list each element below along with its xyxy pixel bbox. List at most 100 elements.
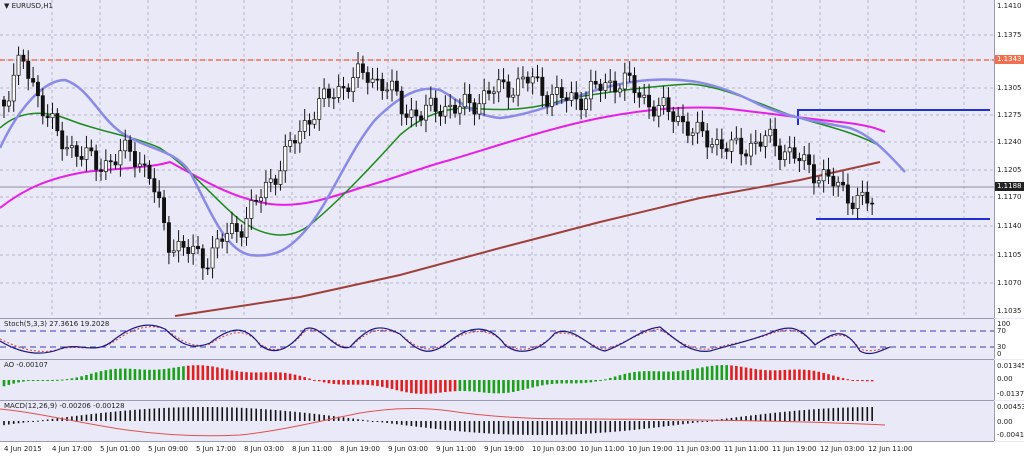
macd-bar: [735, 417, 738, 421]
candle: [351, 67, 356, 103]
ao-bar: [279, 372, 282, 380]
macd-bar: [425, 421, 427, 428]
ao-bar: [802, 369, 806, 380]
candle: [627, 61, 632, 83]
macd-bar: [527, 421, 529, 435]
dropdown-triangle-icon[interactable]: ▼: [4, 2, 12, 10]
candle: [424, 94, 428, 133]
macd-bar: [837, 407, 839, 421]
ao-bar: [12, 380, 15, 384]
ao-bar: [390, 380, 394, 390]
macd-bar: [818, 408, 820, 421]
macd-bar: [813, 409, 815, 421]
stochastic-pane[interactable]: Stoch(5,3,3) 27.3616 19.2028: [0, 319, 994, 360]
ao-bar: [65, 379, 69, 381]
candle: [802, 146, 807, 170]
ao-bar: [269, 372, 273, 380]
macd-bar: [449, 421, 451, 431]
candle: [685, 112, 690, 144]
candle: [331, 88, 336, 110]
macd-bar: [459, 421, 461, 432]
candle: [841, 171, 846, 192]
candle: [171, 239, 176, 257]
macd-histogram: [3, 407, 873, 435]
macd-bar: [769, 413, 772, 421]
candle: [103, 149, 108, 181]
macd-bar: [793, 410, 796, 421]
awesome-oscillator-pane[interactable]: AO -0.00107: [0, 360, 994, 401]
ao-bar: [138, 369, 142, 380]
macd-bar: [677, 421, 679, 425]
ao-bar: [735, 365, 738, 380]
macd-bar: [279, 410, 282, 421]
candle: [739, 128, 744, 166]
macd-bar: [861, 407, 864, 421]
macd-bar: [231, 407, 233, 421]
macd-bar: [483, 421, 485, 434]
macd-bar: [153, 408, 156, 421]
candle: [147, 160, 152, 185]
candle: [477, 94, 482, 120]
macd-bar: [434, 421, 437, 429]
ao-bar: [85, 375, 88, 380]
candle: [792, 136, 797, 164]
ao-bar: [672, 371, 675, 380]
ao-bar: [167, 368, 171, 380]
macd-bar: [187, 407, 190, 421]
candle: [681, 104, 685, 134]
candle: [356, 52, 361, 89]
macd-bar: [221, 407, 224, 421]
macd-pane[interactable]: MACD(12,26,9) -0.00206 -0.00128: [0, 401, 994, 442]
macd-bar: [430, 421, 432, 429]
macd-bar: [240, 407, 243, 421]
ao-bar: [866, 380, 869, 382]
ao-bar: [730, 365, 733, 380]
candle: [540, 67, 545, 108]
ao-bar: [410, 380, 413, 394]
ao-bar: [686, 370, 690, 380]
candle: [166, 215, 171, 265]
candle: [419, 110, 424, 127]
macd-bar: [798, 410, 801, 421]
ao-bar: [400, 380, 403, 392]
macd-bar: [371, 421, 374, 422]
candle: [690, 127, 695, 146]
ao-bar: [749, 368, 753, 380]
ao-bar: [288, 373, 292, 380]
ao-bar: [570, 380, 573, 384]
ao-bar: [628, 372, 631, 380]
ao-bar: [104, 370, 108, 380]
price-pane[interactable]: ▼ EURUSD,H1: [0, 0, 994, 319]
ao-bar: [827, 374, 830, 380]
ao-bar: [220, 368, 224, 380]
macd-plot: [0, 407, 886, 437]
macd-bar: [653, 421, 655, 428]
ao-bar: [516, 380, 520, 392]
ao-bar: [434, 380, 437, 394]
ao-bar: [250, 372, 253, 380]
candle: [598, 78, 603, 103]
ao-bar: [56, 379, 59, 381]
candle: [307, 113, 312, 136]
macd-bar: [357, 419, 359, 421]
candle: [753, 130, 758, 155]
candle: [661, 85, 666, 115]
macd-bar: [396, 421, 398, 425]
candle: [2, 96, 6, 118]
candle: [860, 180, 865, 206]
stochastic-plot: [0, 324, 994, 355]
macd-bar: [851, 407, 854, 421]
macd-bar: [337, 416, 340, 421]
ao-bar: [303, 377, 306, 380]
ao-bar: [94, 372, 98, 380]
macd-bar: [100, 413, 102, 421]
macd-bar: [250, 408, 253, 421]
macd-bar: [400, 421, 403, 425]
ao-bar: [36, 380, 40, 381]
macd-bar: [779, 412, 781, 421]
ao-bar: [667, 371, 670, 380]
ao-bar: [662, 371, 665, 380]
candle: [705, 123, 710, 160]
ao-bar: [201, 365, 205, 380]
